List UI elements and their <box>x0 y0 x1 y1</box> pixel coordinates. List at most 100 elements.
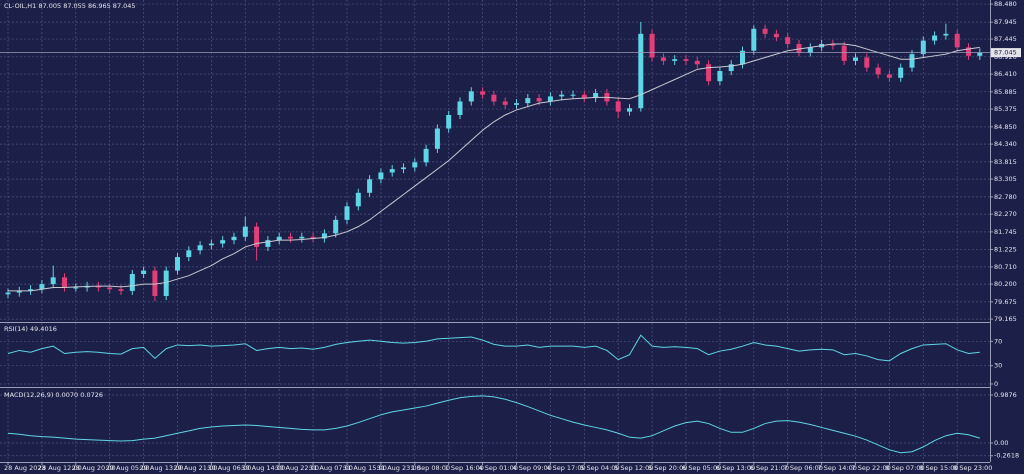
candle-body <box>107 287 113 290</box>
candle-body <box>920 40 926 55</box>
candle-body <box>95 285 101 288</box>
y-tick-label: 87.945 <box>994 18 1017 26</box>
x-tick-label: 8 Sep 07:00 <box>885 464 924 472</box>
candle-body <box>141 270 147 274</box>
candle-body <box>514 103 519 105</box>
candle-body <box>491 94 497 102</box>
candle-body <box>773 33 779 38</box>
x-tick-label: 8 Sep 23:00 <box>953 464 992 472</box>
candle-body <box>853 57 858 61</box>
x-tick-label: 6 Sep 21:00 <box>750 464 789 472</box>
candle-body <box>378 172 384 180</box>
candle-body <box>966 47 971 56</box>
panel-title: CL-OIL,H1 87.005 87.055 86.965 87.045 <box>4 2 136 10</box>
candle-body <box>943 33 949 36</box>
y-tick-label: 0.9876 <box>994 391 1017 399</box>
y-tick-label: 83.305 <box>994 175 1017 183</box>
candle-body <box>16 290 22 293</box>
candle-body <box>570 94 576 96</box>
candle-body <box>615 101 621 112</box>
panel-title: RSI(14) 49.4016 <box>4 325 57 333</box>
y-tick-label: 81.745 <box>994 228 1017 236</box>
candle-body <box>480 91 486 95</box>
candle-body <box>593 93 599 99</box>
candle-body <box>152 270 158 296</box>
candle-body <box>457 101 463 116</box>
candle-body <box>254 226 260 247</box>
x-tick-label: 7 Sep 22:00 <box>852 464 891 472</box>
candle-body <box>751 28 757 51</box>
candle-body <box>129 273 135 291</box>
candle-body <box>728 64 734 72</box>
candle-body <box>706 64 712 82</box>
candle-body <box>740 50 745 65</box>
y-tick-label: 86.410 <box>994 70 1017 78</box>
x-tick-label: 30 Aug 14:00 <box>241 464 285 472</box>
candle-body <box>175 257 180 271</box>
x-tick-label: 6 Sep 05:00 <box>682 464 721 472</box>
y-tick-label: 85.885 <box>994 88 1017 96</box>
y-tick-label: 85.375 <box>994 105 1017 113</box>
candle-body <box>830 43 836 46</box>
x-tick-label: 28 Aug 20:00 <box>72 464 116 472</box>
candle-body <box>841 45 847 61</box>
candle-body <box>932 35 938 41</box>
candle-body <box>559 94 565 97</box>
candle-body <box>649 33 655 58</box>
x-tick-label: 29 Aug 13:00 <box>140 464 184 472</box>
candle-body <box>796 43 802 53</box>
candle-body <box>344 206 350 220</box>
candle-body <box>434 128 440 149</box>
candle-body <box>73 287 79 289</box>
x-tick-label: 7 Sep 06:00 <box>784 464 823 472</box>
x-tick-label: 1 Sep 16:00 <box>445 464 484 472</box>
x-tick-label: 30 Aug 06:00 <box>207 464 251 472</box>
x-tick-label: 4 Sep 09:00 <box>513 464 552 472</box>
candle-body <box>536 98 542 102</box>
x-tick-label: 4 Sep 17:00 <box>546 464 585 472</box>
x-tick-label: 31 Aug 07:00 <box>309 464 353 472</box>
candle-body <box>547 96 553 102</box>
candle-body <box>163 270 169 296</box>
x-tick-label: 5 Sep 20:00 <box>648 464 687 472</box>
candle-body <box>62 277 67 288</box>
candle-body <box>265 240 271 247</box>
candle-body <box>28 289 34 291</box>
candle-body <box>581 94 587 99</box>
candle-body <box>525 98 531 104</box>
candle-body <box>694 60 700 65</box>
y-tick-label: 80.710 <box>994 263 1017 271</box>
y-tick-label: 80.200 <box>994 280 1017 288</box>
y-tick-label: 70 <box>994 337 1002 345</box>
candle-body <box>310 236 316 239</box>
candle-body <box>762 28 768 34</box>
candle-body <box>886 74 892 78</box>
candle-body <box>423 148 429 163</box>
candle-body <box>367 179 373 193</box>
candle-body <box>807 47 813 53</box>
y-tick-label: 84.850 <box>994 123 1017 131</box>
candle-body <box>683 59 689 61</box>
candle-body <box>717 71 723 82</box>
candle-body <box>276 236 282 241</box>
y-tick-label: 81.225 <box>994 245 1017 253</box>
x-tick-label: 6 Sep 13:00 <box>716 464 755 472</box>
y-tick-label: 79.675 <box>994 298 1017 306</box>
candle-body <box>638 33 644 109</box>
x-tick-label: 4 Sep 01:00 <box>479 464 518 472</box>
last-price-label: 87.045 <box>994 49 1017 57</box>
candle-body <box>446 115 452 129</box>
y-tick-label: 30 <box>994 362 1002 370</box>
candle-body <box>909 54 915 68</box>
candle-body <box>875 67 881 75</box>
x-tick-label: 31 Aug 23:00 <box>377 464 421 472</box>
y-tick-label: 83.815 <box>994 158 1017 166</box>
x-tick-label: 8 Sep 15:00 <box>919 464 958 472</box>
candle-body <box>977 52 983 56</box>
candle-body <box>660 57 666 61</box>
candle-body <box>401 167 406 170</box>
candle-body <box>672 59 678 61</box>
y-tick-label: 0.00 <box>994 439 1008 447</box>
candle-body <box>118 289 124 291</box>
